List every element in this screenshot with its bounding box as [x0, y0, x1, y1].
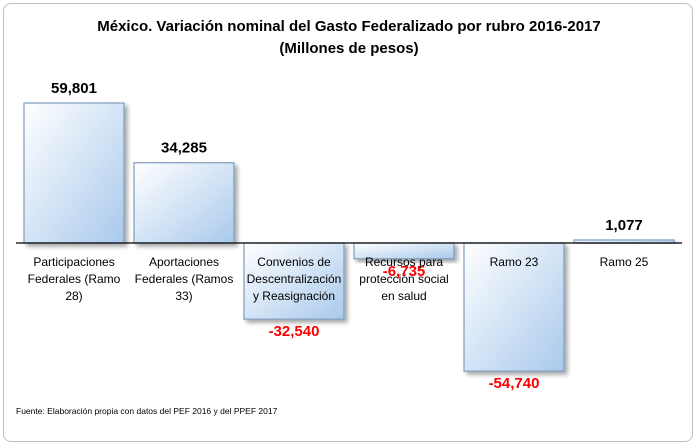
- value-label-4: -6,735: [383, 263, 426, 280]
- source-note: Fuente: Elaboración propia con datos del…: [16, 406, 278, 416]
- category-label-2: Aportaciones Federales (Ramos 33): [135, 255, 234, 303]
- value-label-3: -32,540: [269, 323, 320, 340]
- bar-3: [243, 242, 345, 320]
- bar-5: [463, 242, 565, 372]
- value-label-2: 34,285: [161, 140, 207, 157]
- chart-subtitle: (Millones de pesos): [279, 40, 419, 57]
- category-label-3: Convenios de Descentralización y Reasignac…: [247, 255, 342, 303]
- category-label-4: Recursos para protección social en salud: [359, 255, 448, 303]
- category-label-1: Participaciones Federales (Ramo 28): [28, 255, 121, 303]
- bar-2: [133, 162, 235, 244]
- bar-1: [23, 102, 125, 244]
- chart-title: México. Variación nominal del Gasto Fede…: [97, 18, 601, 35]
- value-label-6: 1,077: [605, 217, 643, 234]
- value-label-5: -54,740: [489, 375, 540, 392]
- category-label-5: Ramo 23: [490, 255, 539, 269]
- value-label-1: 59,801: [51, 80, 97, 97]
- category-label-6: Ramo 25: [600, 255, 649, 269]
